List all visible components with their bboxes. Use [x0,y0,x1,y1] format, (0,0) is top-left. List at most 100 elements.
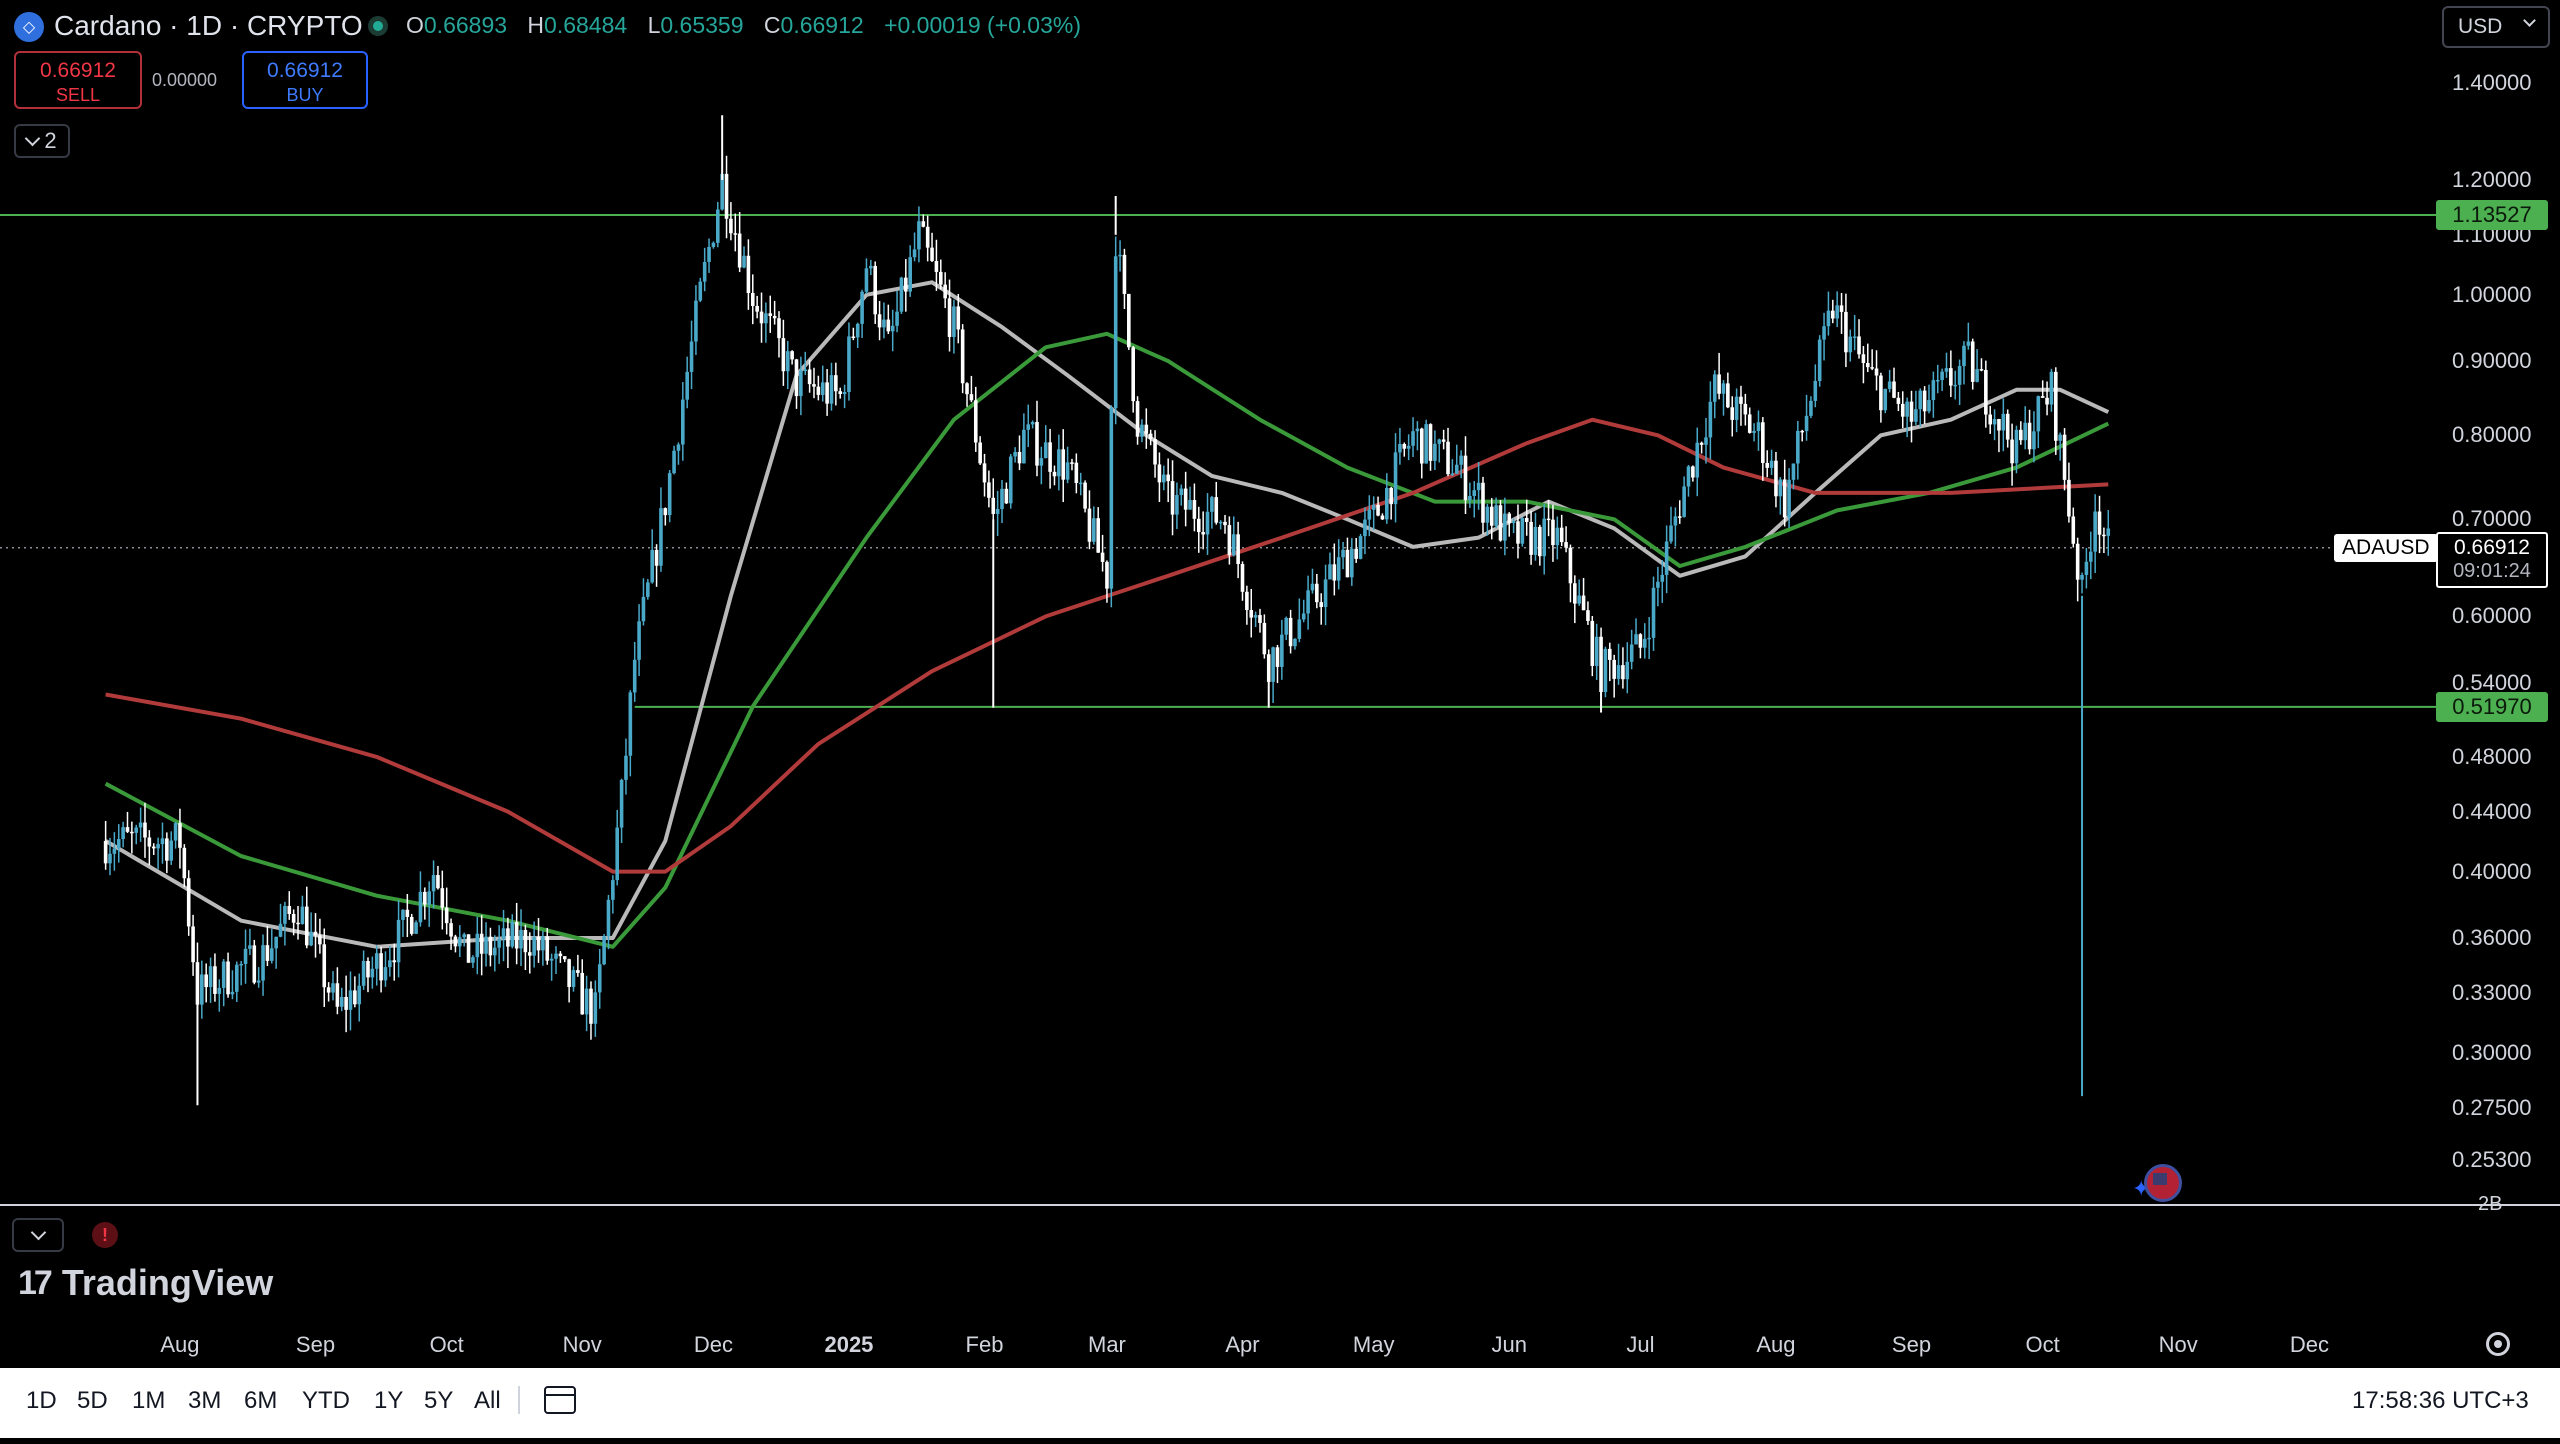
candle-body [554,953,558,959]
candle-body [681,399,685,445]
moving-average-green[interactable] [104,331,2110,949]
candle-body [1826,310,1831,327]
indicators-toggle-button[interactable]: 2 [14,124,70,158]
range-button-1y[interactable]: 1Y [374,1387,404,1414]
candle-body [1428,424,1433,461]
candle-body [2058,434,2062,441]
candle-body [1739,396,1743,404]
high-label: H [527,12,545,38]
price-tick-label: 0.80000 [2452,422,2532,448]
candle-body [1376,504,1380,516]
candle-body [1122,254,1127,294]
candle-body [711,242,716,247]
candle-body [1245,591,1249,610]
candle-body [1599,636,1603,692]
candle-body [812,384,816,387]
sell-button[interactable]: 0.66912 SELL [14,51,142,109]
candle-body [296,922,300,925]
candle-body [1301,613,1306,620]
candle-body [1927,400,1931,412]
candle-body [851,336,856,338]
tradingview-logo[interactable]: 17 TradingView [18,1258,273,1308]
chevron-down-icon [30,1224,46,1241]
candle-body [195,962,200,1005]
range-button-1d[interactable]: 1D [26,1387,57,1414]
candle-body [191,926,195,963]
candle-body [667,473,672,516]
price-tick-label: 0.36000 [2452,924,2532,950]
candle-body [1642,638,1647,648]
candle-body [532,936,536,956]
candle-body [1883,388,1888,411]
candle-body [834,375,838,392]
candle-body [1433,443,1437,461]
alert-icon[interactable]: ! [92,1222,118,1248]
candle-body [973,400,978,443]
range-button-all[interactable]: All [474,1387,501,1414]
candle-body [200,974,204,1005]
spread-value: 0.00000 [152,70,218,90]
candle-body [178,823,182,848]
candle-body [1594,636,1599,666]
candle-body [742,255,746,268]
candle-body [283,905,287,924]
range-button-5y[interactable]: 5Y [424,1387,454,1414]
candle-body [1402,443,1407,449]
candle-body [169,840,174,861]
price-chart[interactable] [0,0,2560,1368]
moving-average-grey[interactable] [104,280,2110,949]
candle-body [1061,449,1066,480]
candle-body [842,392,847,394]
symbol-title[interactable]: Cardano · 1D · CRYPTO [54,10,363,41]
candle-body [1909,401,1914,422]
clock-timezone[interactable]: 17:58:36 UTC+3 [2352,1387,2529,1414]
candle-body [1612,659,1616,679]
candle-body [562,956,567,960]
candle-body [2088,551,2093,562]
candle-body [427,891,431,905]
candle-body [1809,400,1813,416]
market-status-icon[interactable] [368,16,388,36]
range-button-6m[interactable]: 6M [244,1387,278,1414]
candle-body [1096,518,1101,553]
currency-value: USD [2458,15,2503,38]
currency-select[interactable]: USD [2442,6,2550,48]
candle-body [1988,414,1993,425]
range-button-3m[interactable]: 3M [188,1387,222,1414]
candle-body [1384,487,1389,520]
candle-body [1262,622,1267,655]
time-tick-label: Aug [1756,1332,1796,1357]
candle-body [2067,479,2071,517]
candle-body [803,369,808,372]
price-tick-label: 0.44000 [2452,798,2532,824]
candle-body [1454,464,1459,474]
candle-body [1000,488,1004,509]
candle-body [519,929,523,949]
candle-body [1734,396,1739,420]
candle-body [1253,615,1258,618]
candle-body [1660,574,1665,582]
candle-body [488,936,493,956]
buy-button[interactable]: 0.66912 BUY [242,51,368,109]
candle-body [1463,455,1468,501]
candle-body [2005,413,2010,440]
gear-icon[interactable] [2486,1332,2510,1356]
candle-body [886,319,891,332]
candle-body [2045,397,2049,405]
candle-body [1450,473,1455,476]
candle-body [1546,518,1551,521]
candle-body [1970,341,1975,382]
candle-body [1271,647,1275,682]
calendar-icon[interactable] [544,1386,576,1414]
pane-collapse-button[interactable] [12,1218,64,1252]
candle-body [1953,384,1958,387]
range-button-1m[interactable]: 1M [132,1387,166,1414]
candle-body [1699,442,1704,445]
candle-body [1607,648,1612,660]
candle-body [624,755,628,780]
price-tick-label: 0.54000 [2452,669,2532,695]
candle-body [2036,396,2041,432]
us-flag-event-icon[interactable] [2144,1164,2182,1202]
range-button-5d[interactable]: 5D [77,1387,108,1414]
range-button-ytd[interactable]: YTD [302,1387,350,1414]
